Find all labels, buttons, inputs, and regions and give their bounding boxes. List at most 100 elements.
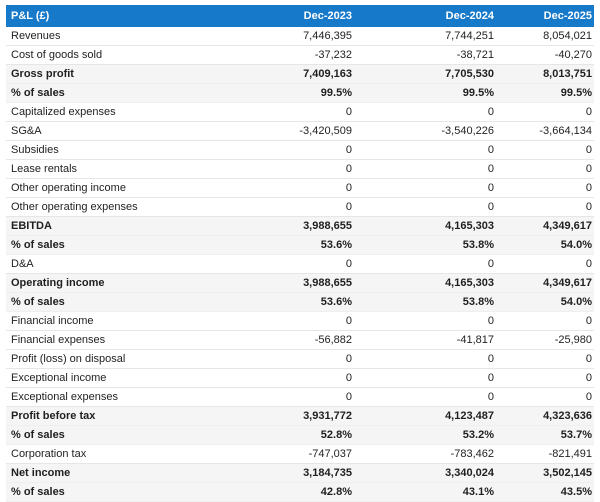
pl-table: P&L (£) Dec-2023 Dec-2024 Dec-2025 Reven… [6,5,594,502]
row-value: 99.5% [246,83,356,103]
row-value: 0 [356,102,498,122]
row-value: -3,664,134 [498,121,594,141]
row-label: Operating income [6,273,246,293]
row-value: 54.0% [498,292,594,312]
table-row: Profit before tax 3,931,772 4,123,487 4,323… [6,406,594,426]
row-label: SG&A [6,121,246,141]
table-row: Gross profit 7,409,163 7,705,530 8,013,751 [6,64,594,84]
table-row: Profit (loss) on disposal 0 0 0 [6,349,594,369]
row-label: Corporation tax [6,444,246,464]
row-label: % of sales [6,425,246,445]
row-value: 0 [498,349,594,369]
row-label: Exceptional expenses [6,387,246,407]
row-value: 53.2% [356,425,498,445]
header-cell-pl-title: P&L (£) [6,5,246,27]
row-label: Capitalized expenses [6,102,246,122]
row-value: 8,013,751 [498,64,594,84]
table-row: Revenues 7,446,395 7,744,251 8,054,021 [6,27,594,46]
table-row: Net income 3,184,735 3,340,024 3,502,145 [6,463,594,483]
row-value: 0 [246,349,356,369]
row-value: 99.5% [356,83,498,103]
table-row: Lease rentals 0 0 0 [6,159,594,179]
row-value: 53.8% [356,235,498,255]
table-row: % of sales 52.8% 53.2% 53.7% [6,425,594,445]
row-value: 7,744,251 [356,27,498,46]
row-value: 0 [356,254,498,274]
row-value: 0 [356,349,498,369]
row-value: 0 [356,387,498,407]
row-value: 0 [498,197,594,217]
row-value: 0 [246,254,356,274]
row-value: 0 [498,311,594,331]
table-row: Subsidies 0 0 0 [6,140,594,160]
row-value: 0 [498,178,594,198]
table-row: Exceptional expenses 0 0 0 [6,387,594,407]
table-row: Cost of goods sold -37,232 -38,721 -40,270 [6,45,594,65]
row-value: 4,165,303 [356,273,498,293]
row-value: 53.7% [498,425,594,445]
row-label: % of sales [6,83,246,103]
table-row: Corporation tax -747,037 -783,462 -821,491 [6,444,594,464]
row-label: Financial income [6,311,246,331]
row-value: 42.8% [246,482,356,502]
row-label: D&A [6,254,246,274]
row-value: 0 [356,178,498,198]
row-value: 53.6% [246,292,356,312]
table-row: % of sales 42.8% 43.1% 43.5% [6,482,594,502]
row-value: 0 [498,140,594,160]
row-label: Exceptional income [6,368,246,388]
table-row: % of sales 53.6% 53.8% 54.0% [6,235,594,255]
row-value: 4,349,617 [498,216,594,236]
row-label: Net income [6,463,246,483]
row-value: 0 [498,159,594,179]
table-row: Operating income 3,988,655 4,165,303 4,349,… [6,273,594,293]
row-value: 0 [246,102,356,122]
row-label: Profit (loss) on disposal [6,349,246,369]
row-value: 0 [246,140,356,160]
row-value: 52.8% [246,425,356,445]
header-cell-dec-2024: Dec-2024 [356,5,498,27]
row-value: 0 [246,197,356,217]
table-row: EBITDA 3,988,655 4,165,303 4,349,617 [6,216,594,236]
row-value: 99.5% [498,83,594,103]
row-value: 0 [498,254,594,274]
row-value: 4,165,303 [356,216,498,236]
row-value: 54.0% [498,235,594,255]
row-label: Cost of goods sold [6,45,246,65]
row-value: 0 [498,387,594,407]
table-row: Financial expenses -56,882 -41,817 -25,980 [6,330,594,350]
row-label: Other operating income [6,178,246,198]
row-value: 0 [356,159,498,179]
row-value: 7,409,163 [246,64,356,84]
row-value: 53.8% [356,292,498,312]
row-value: 3,502,145 [498,463,594,483]
row-value: 3,184,735 [246,463,356,483]
table-row: % of sales 53.6% 53.8% 54.0% [6,292,594,312]
row-label: Profit before tax [6,406,246,426]
row-value: 0 [246,159,356,179]
row-value: 3,931,772 [246,406,356,426]
row-value: 7,446,395 [246,27,356,46]
row-value: 3,988,655 [246,273,356,293]
pl-table-body: Revenues 7,446,395 7,744,251 8,054,021 Cost … [6,27,594,502]
row-value: -25,980 [498,330,594,350]
table-row: Financial income 0 0 0 [6,311,594,331]
row-value: -41,817 [356,330,498,350]
table-row: Exceptional income 0 0 0 [6,368,594,388]
table-row: SG&A -3,420,509 -3,540,226 -3,664,134 [6,121,594,141]
table-row: Other operating income 0 0 0 [6,178,594,198]
row-value: 0 [498,368,594,388]
row-label: Other operating expenses [6,197,246,217]
header-cell-dec-2025: Dec-2025 [498,5,594,27]
row-value: 7,705,530 [356,64,498,84]
row-value: 43.1% [356,482,498,502]
row-value: 0 [356,197,498,217]
row-value: -783,462 [356,444,498,464]
row-label: % of sales [6,482,246,502]
row-value: -56,882 [246,330,356,350]
row-value: 43.5% [498,482,594,502]
row-value: 0 [356,311,498,331]
row-label: % of sales [6,235,246,255]
row-value: 0 [356,140,498,160]
